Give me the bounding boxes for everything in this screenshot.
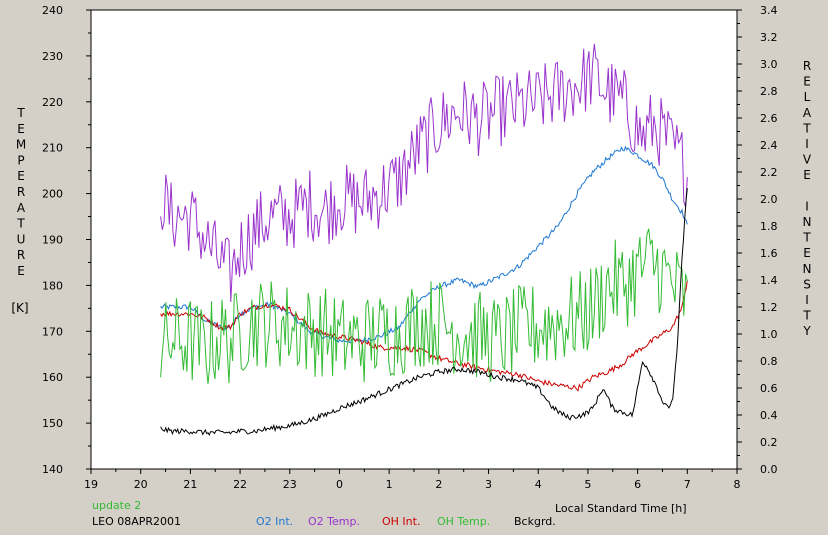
- y-left-title-letter: R: [17, 248, 25, 262]
- x-tick-label: 19: [84, 478, 98, 491]
- y-left-title-letter: T: [16, 106, 25, 120]
- y-right-tick-label: 0.0: [760, 463, 778, 476]
- series-layer: [160, 43, 688, 437]
- x-tick-label: 7: [684, 478, 691, 491]
- y-right-tick-label: 0.6: [760, 382, 778, 395]
- y-right-tick-label: 1.6: [760, 247, 778, 260]
- y-left-title-letter: A: [17, 201, 26, 215]
- series-bckgrd-line: [160, 188, 688, 437]
- y-right-tick-label: 1.4: [760, 274, 778, 287]
- x-tick-label: 20: [134, 478, 148, 491]
- y-left-title-letter: E: [17, 264, 25, 278]
- series-o2-temp-line: [160, 43, 688, 303]
- y-right-title-letter: E: [803, 75, 811, 89]
- axes-layer: 19 20 21 22 23 0 1 2 3 4 5 6 7 8140150160170180190200…: [11, 4, 812, 491]
- x-tick-label: 0: [336, 478, 343, 491]
- y-right-title-letter: E: [803, 168, 811, 182]
- y-left-tick-label: 220: [42, 96, 63, 109]
- y-left-tick-label: 150: [42, 417, 63, 430]
- y-right-title-letter: T: [802, 121, 811, 135]
- y-right-title-letter: S: [803, 277, 811, 291]
- x-tick-label: 22: [233, 478, 247, 491]
- x-tick-label: 4: [535, 478, 542, 491]
- y-left-title-letter: R: [17, 185, 25, 199]
- y-left-title-letter: P: [17, 153, 24, 167]
- y-right-tick-label: 0.8: [760, 355, 778, 368]
- y-right-title-letter: A: [803, 106, 812, 120]
- y-right-tick-label: 3.0: [760, 58, 778, 71]
- y-right-title-letter: T: [802, 309, 811, 323]
- y-right-tick-label: 0.4: [760, 409, 778, 422]
- y-left-tick-label: 180: [42, 279, 63, 292]
- y-left-tick-label: 210: [42, 142, 63, 155]
- y-right-tick-label: 3.2: [760, 31, 778, 44]
- y-left-title-letter: M: [16, 138, 26, 152]
- y-right-title-letter: E: [803, 246, 811, 260]
- y-right-tick-label: 2.4: [760, 139, 778, 152]
- y-right-title-letter: I: [805, 293, 809, 307]
- y-right-tick-label: 2.6: [760, 112, 778, 125]
- y-right-title-letter: R: [803, 59, 811, 73]
- x-tick-label: 5: [584, 478, 591, 491]
- y-right-title-letter: N: [803, 262, 812, 276]
- series-o2-int-line: [160, 145, 688, 344]
- y-left-tick-label: 200: [42, 188, 63, 201]
- y-right-title-letter: L: [804, 90, 811, 104]
- plot-area: [90, 9, 738, 470]
- y-right-title-letter: Y: [802, 324, 811, 338]
- y-right-title-letter: N: [803, 215, 812, 229]
- y-left-tick-label: 190: [42, 234, 63, 247]
- y-right-tick-label: 2.0: [760, 193, 778, 206]
- y-left-tick-label: 160: [42, 371, 63, 384]
- y-left-title-unit: [K]: [11, 301, 28, 315]
- y-left-title-letter: T: [16, 217, 25, 231]
- x-tick-label: 8: [734, 478, 741, 491]
- y-right-title-letter: T: [802, 231, 811, 245]
- y-left-tick-label: 140: [42, 463, 63, 476]
- y-right-tick-label: 1.0: [760, 328, 778, 341]
- y-right-title-letter: I: [805, 137, 809, 151]
- x-tick-label: 2: [435, 478, 442, 491]
- y-left-tick-label: 170: [42, 325, 63, 338]
- y-right-tick-label: 3.4: [760, 4, 778, 17]
- y-left-tick-label: 240: [42, 4, 63, 17]
- y-right-tick-label: 2.2: [760, 166, 778, 179]
- y-right-tick-label: 2.8: [760, 85, 778, 98]
- y-right-tick-label: 0.2: [760, 436, 778, 449]
- x-tick-label: 21: [183, 478, 197, 491]
- y-left-title-letter: E: [17, 122, 25, 136]
- x-tick-label: 6: [634, 478, 641, 491]
- y-left-title-letter: U: [17, 232, 26, 246]
- x-tick-label: 3: [485, 478, 492, 491]
- y-right-tick-label: 1.8: [760, 220, 778, 233]
- y-left-tick-label: 230: [42, 50, 63, 63]
- y-right-tick-label: 1.2: [760, 301, 778, 314]
- y-right-title-letter: I: [805, 199, 809, 213]
- series-oh-temp-line: [160, 228, 688, 385]
- x-tick-label: 23: [283, 478, 297, 491]
- y-right-title-letter: V: [803, 153, 812, 167]
- x-tick-label: 1: [386, 478, 393, 491]
- y-left-title-letter: E: [17, 169, 25, 183]
